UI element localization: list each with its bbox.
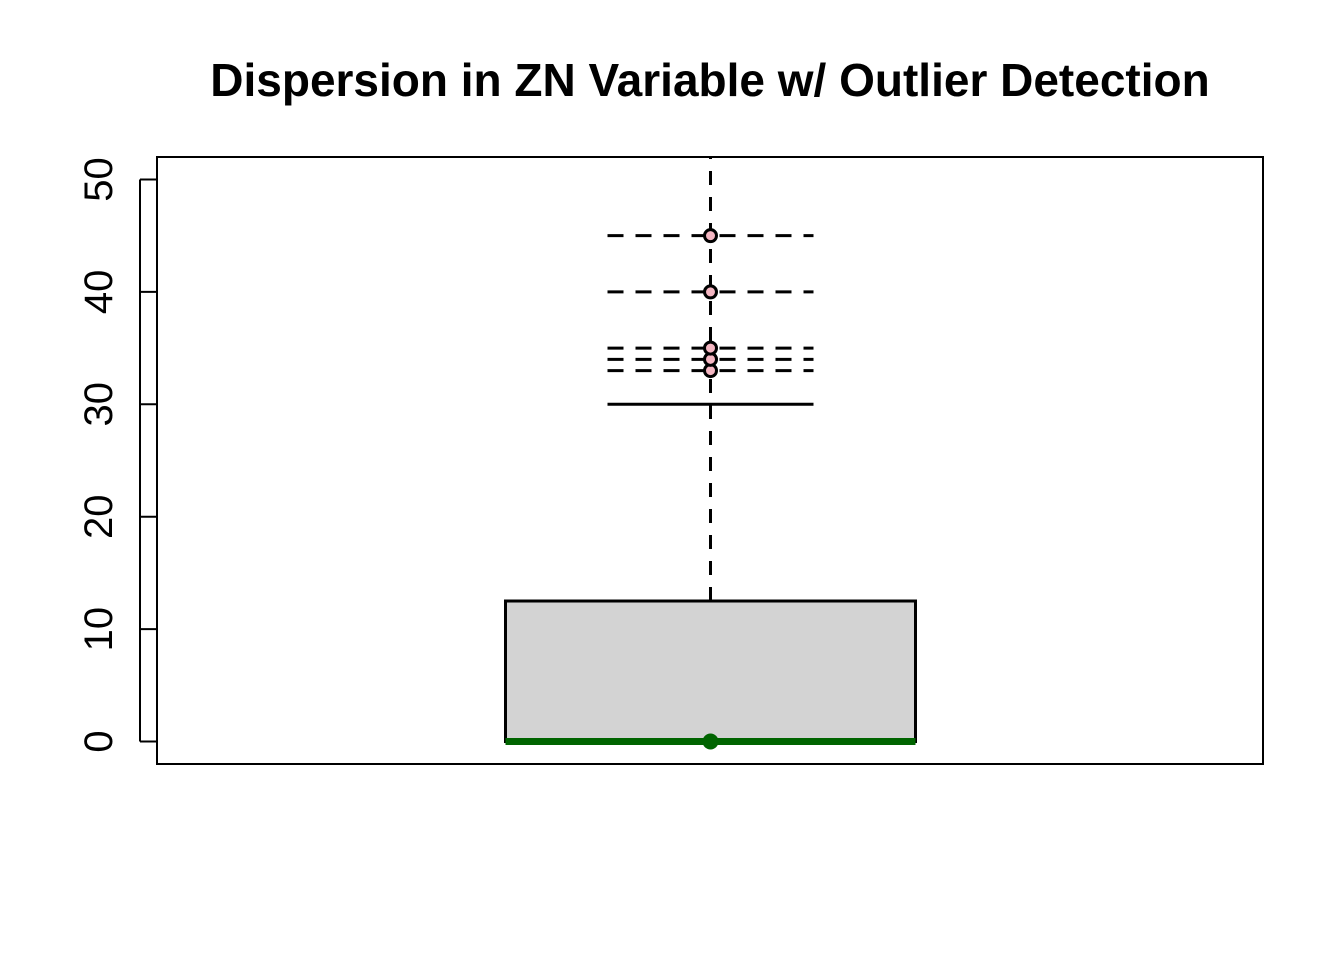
y-tick-label: 30	[77, 382, 121, 427]
median-point	[702, 733, 719, 750]
y-axis: 0 10 20 30 40 50	[77, 157, 157, 753]
box	[504, 599, 917, 744]
y-tick-label: 0	[77, 730, 121, 752]
y-tick-label: 20	[77, 494, 121, 539]
outlier-point	[703, 284, 718, 300]
y-tick-label: 40	[77, 270, 121, 315]
y-tick-label: 50	[77, 157, 121, 202]
chart-title: Dispersion in ZN Variable w/ Outlier Det…	[210, 54, 1209, 106]
chart-marks	[504, 157, 917, 750]
outlier-point	[703, 340, 718, 356]
y-tick-label: 10	[77, 607, 121, 652]
outlier-point	[703, 228, 718, 244]
